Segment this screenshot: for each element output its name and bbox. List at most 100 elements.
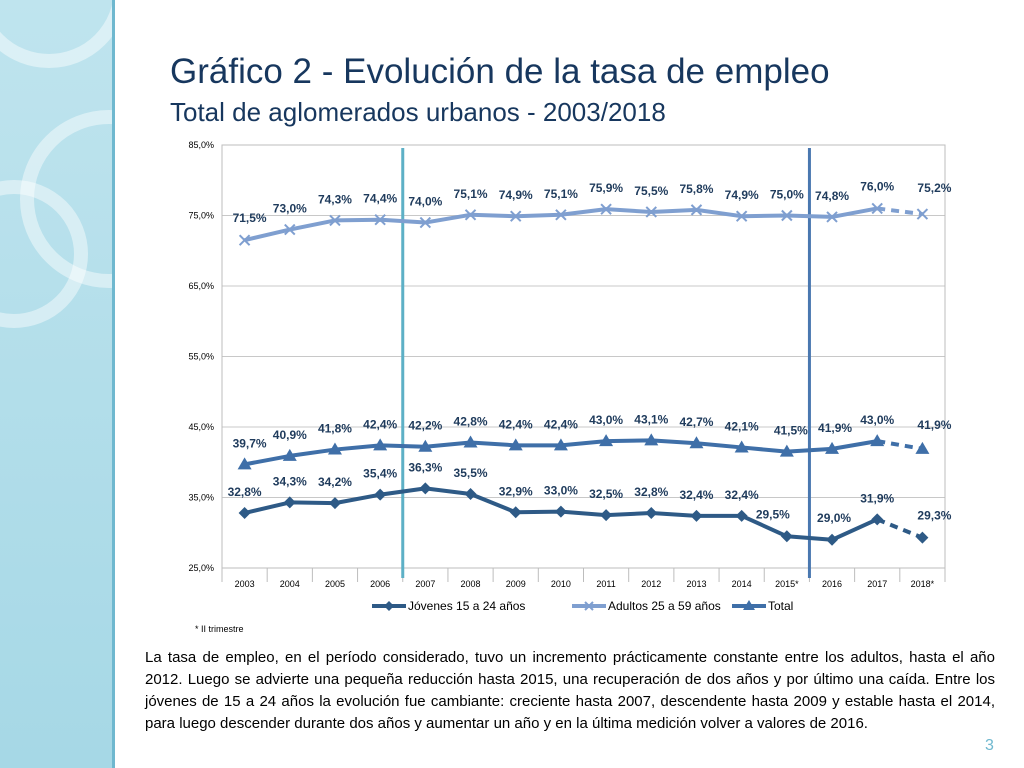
x-tick-label: 2011: [596, 579, 615, 589]
data-label: 74,8%: [815, 189, 849, 203]
x-tick-label: 2010: [551, 579, 571, 589]
data-label: 75,8%: [679, 182, 713, 196]
data-label: 29,3%: [917, 509, 951, 523]
data-label: 32,8%: [228, 485, 262, 499]
data-point-diamond: [509, 506, 522, 519]
data-label: 40,9%: [273, 428, 307, 442]
data-point-x: [916, 208, 929, 220]
data-point-x: [284, 223, 296, 236]
data-label: 74,9%: [499, 188, 533, 202]
data-point-diamond: [780, 530, 793, 543]
x-tick-label: 2014: [732, 579, 752, 589]
data-label: 41,9%: [917, 418, 951, 432]
data-point-x: [781, 209, 793, 222]
data-point-diamond: [464, 487, 477, 500]
data-point-x-stroke: [329, 214, 341, 227]
y-tick-label: 75,0%: [188, 211, 214, 221]
data-point-x: [600, 203, 612, 215]
data-point-diamond: [600, 509, 613, 522]
data-point-triangle: [734, 440, 749, 453]
data-point-x-stroke: [284, 223, 296, 236]
data-label: 36,3%: [408, 460, 442, 474]
data-label: 42,4%: [363, 417, 397, 431]
data-label: 34,3%: [273, 474, 307, 488]
chart-series: [237, 202, 930, 546]
slide-title: Gráfico 2 - Evolución de la tasa de empl…: [170, 52, 830, 91]
legend-item: Jóvenes 15 a 24 años: [372, 599, 525, 613]
data-point-triangle: [644, 433, 659, 446]
data-label: 73,0%: [273, 202, 307, 216]
x-tick-label: 2007: [415, 579, 435, 589]
data-point-diamond: [690, 509, 703, 522]
legend-item: Adultos 25 a 59 años: [572, 599, 721, 613]
y-axis-ticks: 25,0% 35,0% 45,0% 55,0% 65,0% 75,0% 85,0%: [188, 140, 214, 573]
data-point-triangle: [418, 439, 433, 452]
x-tick-label: 2005: [325, 579, 345, 589]
legend-swatch-marker: [584, 601, 594, 611]
x-axis-ticks: 2003 2004 2005 2006 2007 2008 2009 2010 2011 2012…: [221, 568, 946, 589]
data-point-x: [871, 202, 883, 215]
data-point-x-stroke: [374, 214, 386, 226]
data-point-x-stroke: [419, 216, 432, 229]
data-point-diamond: [735, 509, 748, 522]
data-label: 35,5%: [454, 466, 488, 480]
x-tick-label: 2003: [235, 579, 255, 589]
data-label: 74,3%: [318, 192, 352, 206]
data-point-x-stroke: [600, 203, 612, 215]
legend-label: Jóvenes 15 a 24 años: [408, 599, 525, 613]
page-number: 3: [985, 737, 994, 754]
data-point-triangle: [915, 441, 930, 454]
x-tick-label: 2009: [506, 579, 526, 589]
data-point-diamond: [554, 505, 567, 518]
legend-swatch-marker: [384, 601, 394, 611]
x-tick-label: 2017: [867, 579, 887, 589]
data-label: 75,1%: [544, 187, 578, 201]
data-point-x: [464, 209, 477, 221]
data-point-triangle: [373, 438, 388, 451]
data-point-triangle: [463, 435, 478, 448]
data-point-x-stroke: [735, 210, 748, 222]
decorative-ring: [0, 0, 113, 68]
series-line-dashed: [876, 517, 924, 540]
data-point-triangle: [553, 438, 568, 451]
data-point-x-stroke: [645, 206, 657, 218]
y-tick-label: 25,0%: [188, 563, 214, 573]
chart-legend: Jóvenes 15 a 24 años Adultos 25 a 59 años…: [372, 599, 793, 613]
y-tick-label: 85,0%: [188, 140, 214, 150]
data-label: 34,2%: [318, 475, 352, 489]
data-label: 41,9%: [818, 421, 852, 435]
data-point-x: [374, 214, 386, 226]
employment-rate-chart: 25,0% 35,0% 45,0% 55,0% 65,0% 75,0% 85,0% 2003…: [188, 140, 951, 634]
data-label: 39,7%: [233, 436, 267, 450]
data-label: 74,4%: [363, 192, 397, 206]
x-tick-label: 2006: [370, 579, 390, 589]
data-point-x: [510, 210, 522, 222]
data-point-triangle: [282, 448, 297, 461]
data-label: 41,5%: [774, 424, 808, 438]
data-label: 33,0%: [544, 484, 578, 498]
data-point-x-stroke: [871, 202, 883, 215]
legend-item: Total: [732, 599, 793, 613]
slide-subtitle: Total de aglomerados urbanos - 2003/2018: [170, 97, 666, 127]
series-line-dashed: [876, 439, 923, 451]
data-point-diamond: [283, 496, 296, 509]
y-tick-label: 65,0%: [188, 281, 214, 291]
data-point-x: [826, 211, 838, 223]
data-label: 32,5%: [589, 487, 623, 501]
y-tick-label: 35,0%: [188, 493, 214, 503]
data-point-diamond: [328, 497, 341, 510]
data-label: 43,1%: [634, 412, 668, 426]
data-label: 29,0%: [817, 511, 851, 525]
data-label: 75,0%: [770, 188, 804, 202]
data-point-x: [645, 206, 657, 218]
data-point-diamond: [645, 507, 658, 520]
data-label: 76,0%: [860, 179, 894, 193]
data-point-triangle: [689, 436, 704, 449]
data-point-triangle: [508, 438, 523, 451]
data-label: 42,4%: [499, 417, 533, 431]
x-tick-label: 2013: [686, 579, 706, 589]
series-line-dashed: [876, 206, 923, 217]
data-point-x: [329, 214, 341, 227]
x-tick-label: 2004: [280, 579, 300, 589]
x-tick-label: 2016: [822, 579, 842, 589]
